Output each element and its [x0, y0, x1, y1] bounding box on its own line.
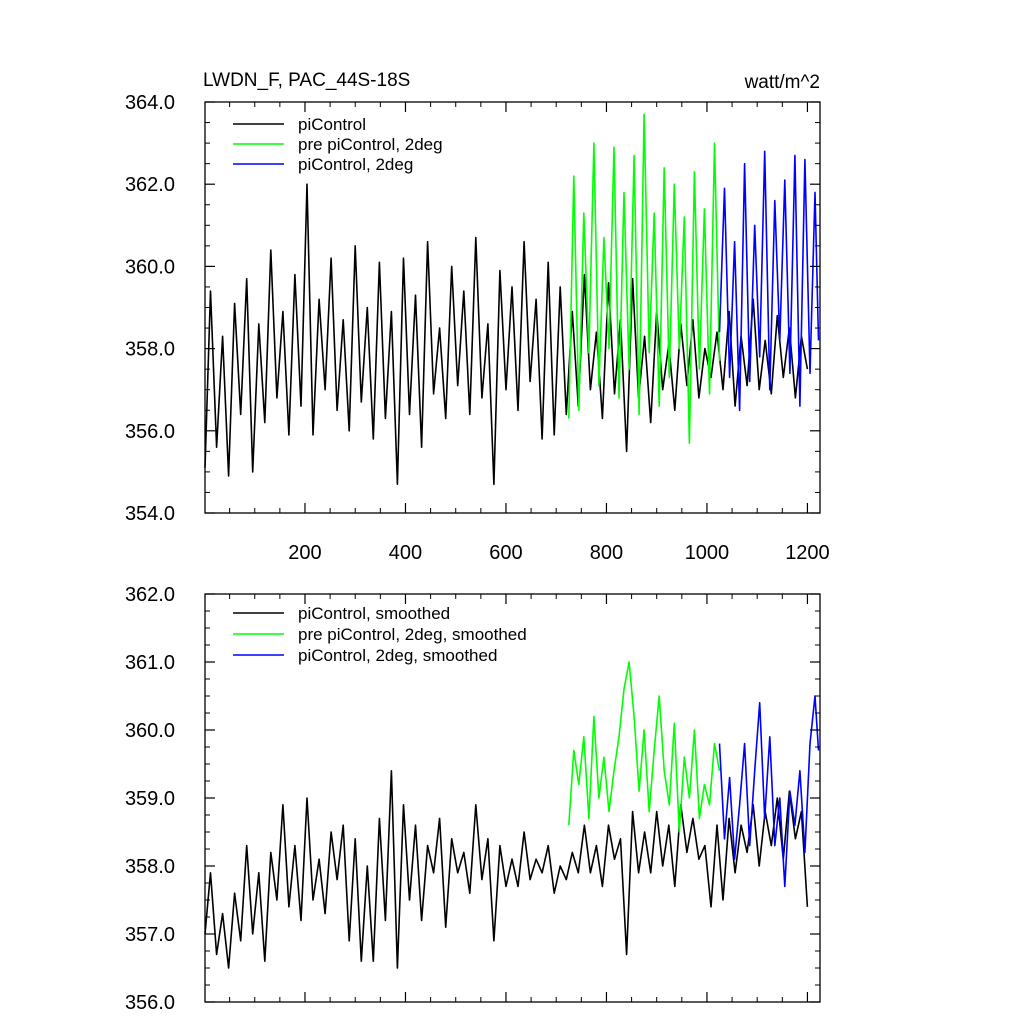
top-series-group	[204, 113, 820, 486]
top-ytick-label: 362.0	[125, 174, 175, 196]
top-legend-label: pre piControl, 2deg	[298, 135, 443, 154]
bot-ytick-label: 358.0	[125, 856, 175, 878]
bot-ytick-label: 361.0	[125, 652, 175, 674]
top-ytick-label: 354.0	[125, 503, 175, 525]
bot-ytick-label: 359.0	[125, 788, 175, 810]
panel-top: 354.0 356.0 358.0 360.0 362.0 364.0 200 400 600 8…	[125, 92, 830, 564]
top-series-0-line	[204, 183, 809, 486]
bot-legend-label: pre piControl, 2deg, smoothed	[298, 625, 527, 644]
top-legend-label: piControl, 2deg	[298, 155, 413, 174]
bottom-legend: piControl, smoothed pre piControl, 2deg, …	[233, 604, 527, 665]
bot-ytick-label: 362.0	[125, 584, 175, 606]
bot-ytick-label: 356.0	[125, 992, 175, 1014]
top-series-1-line	[568, 113, 721, 444]
bot-series-0-line	[204, 769, 809, 969]
top-xtick-label: 1000	[685, 542, 730, 564]
bot-ytick-label: 357.0	[125, 924, 175, 946]
top-xtick-label: 200	[288, 542, 321, 564]
bot-legend-label: piControl, 2deg, smoothed	[298, 646, 497, 665]
bot-legend-label: piControl, smoothed	[298, 604, 450, 623]
top-xtick-label: 600	[489, 542, 522, 564]
top-legend-label: piControl	[298, 115, 366, 134]
bottom-series-group	[204, 661, 820, 969]
top-ytick-label: 356.0	[125, 421, 175, 443]
bot-series-1-line	[568, 661, 721, 833]
top-ytick-label: 364.0	[125, 92, 175, 114]
title-left: LWDN_F, PAC_44S-18S	[203, 70, 410, 91]
top-xtick-label: 800	[590, 542, 623, 564]
top-series-2-line	[718, 150, 820, 412]
panel-bottom: 356.0 357.0 358.0 359.0 360.0 361.0 362.0 piCo…	[125, 584, 821, 1014]
bot-ytick-label: 360.0	[125, 720, 175, 742]
bot-series-2-line	[718, 695, 820, 888]
bottom-ticks-group: 356.0 357.0 358.0 359.0 360.0 361.0 362.0	[125, 584, 820, 1014]
top-xtick-label: 1200	[785, 542, 830, 564]
top-ytick-label: 360.0	[125, 256, 175, 278]
top-ytick-label: 358.0	[125, 339, 175, 361]
top-ticks-group: 354.0 356.0 358.0 360.0 362.0 364.0 200 400 600 8…	[125, 92, 830, 564]
top-xtick-label: 400	[389, 542, 422, 564]
title-right-units: watt/m^2	[744, 72, 820, 93]
